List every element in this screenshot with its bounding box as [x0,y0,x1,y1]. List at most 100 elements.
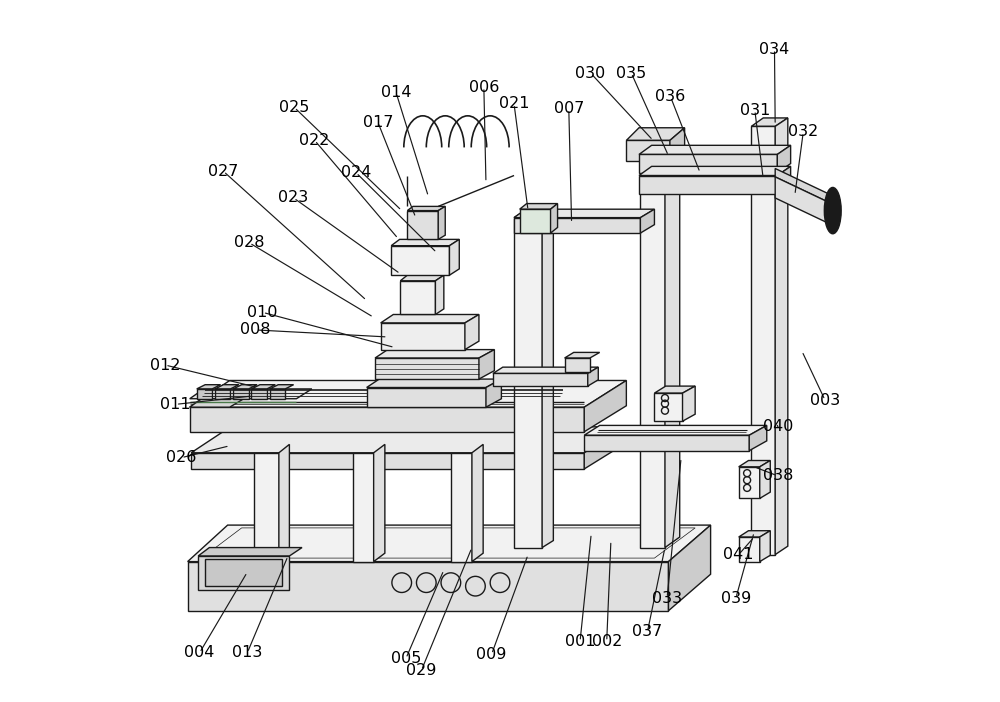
Polygon shape [400,275,444,281]
Bar [407,211,438,239]
Text: 021: 021 [499,96,529,112]
Polygon shape [391,239,459,246]
Text: 040: 040 [763,419,793,435]
Text: 002: 002 [592,634,622,649]
Polygon shape [640,209,654,233]
Polygon shape [739,531,770,537]
Polygon shape [407,206,445,211]
Text: 035: 035 [616,65,646,81]
Polygon shape [254,453,279,562]
Text: 031: 031 [740,102,770,118]
Polygon shape [739,461,770,467]
Polygon shape [486,379,501,407]
Polygon shape [451,453,472,562]
Text: 037: 037 [632,624,663,640]
Polygon shape [190,399,244,407]
Polygon shape [777,145,791,173]
Bar [205,559,282,586]
Polygon shape [775,177,831,225]
Polygon shape [438,206,445,239]
Bar [739,537,760,562]
Text: 028: 028 [234,235,265,251]
Polygon shape [190,380,626,407]
Polygon shape [251,385,275,389]
Text: 007: 007 [554,101,584,117]
Polygon shape [479,350,494,379]
Text: 027: 027 [208,164,239,179]
Bar [400,281,435,314]
Bar [391,246,449,275]
Polygon shape [198,548,302,556]
Polygon shape [215,385,239,389]
Polygon shape [374,444,385,562]
Polygon shape [584,425,767,435]
Polygon shape [520,204,558,209]
Polygon shape [665,140,680,548]
Text: 026: 026 [166,450,196,465]
Polygon shape [493,367,598,373]
Polygon shape [270,385,294,389]
Text: 005: 005 [391,651,421,666]
Bar [751,126,775,555]
Polygon shape [565,352,600,358]
Text: 013: 013 [232,645,262,661]
Bar [381,323,465,350]
Text: 036: 036 [655,89,686,105]
Polygon shape [584,427,625,469]
Text: 029: 029 [406,663,437,678]
Text: 017: 017 [363,114,393,130]
Text: 014: 014 [381,85,411,100]
Polygon shape [191,453,584,469]
Bar [565,358,590,372]
Polygon shape [435,275,444,314]
Text: 004: 004 [184,645,215,661]
Polygon shape [760,531,770,562]
Text: 039: 039 [721,590,751,606]
Text: 001: 001 [565,634,595,649]
Bar [197,389,212,399]
Bar [514,218,542,548]
Text: 022: 022 [299,133,330,148]
Polygon shape [353,453,374,562]
Polygon shape [668,525,711,611]
Polygon shape [639,145,791,154]
Polygon shape [190,389,312,399]
Ellipse shape [824,187,841,234]
Text: 033: 033 [652,590,682,606]
Text: 023: 023 [278,190,309,206]
Text: 034: 034 [759,41,790,57]
Polygon shape [639,166,791,176]
Polygon shape [279,444,289,562]
Bar [375,358,479,379]
Polygon shape [190,407,584,432]
Bar [233,389,249,399]
Text: 041: 041 [723,547,754,562]
Text: 008: 008 [240,322,271,338]
Polygon shape [777,166,791,194]
Polygon shape [188,525,711,562]
Bar [640,151,665,548]
Polygon shape [542,211,553,548]
Text: 038: 038 [763,468,793,484]
Polygon shape [670,128,685,161]
Polygon shape [367,379,501,388]
Bar [251,389,267,399]
Text: 032: 032 [788,124,818,140]
Bar [514,218,640,233]
Polygon shape [751,118,788,126]
Bar [493,373,588,386]
Bar [584,435,749,451]
Polygon shape [640,140,680,151]
Polygon shape [449,239,459,275]
Polygon shape [191,427,625,453]
Text: 011: 011 [160,397,191,412]
Text: 009: 009 [476,647,507,662]
Bar [215,389,230,399]
Polygon shape [775,168,831,204]
Polygon shape [472,444,483,562]
Polygon shape [749,425,767,451]
Polygon shape [775,118,788,555]
Bar [639,176,777,194]
Polygon shape [233,385,257,389]
Bar [270,389,285,399]
